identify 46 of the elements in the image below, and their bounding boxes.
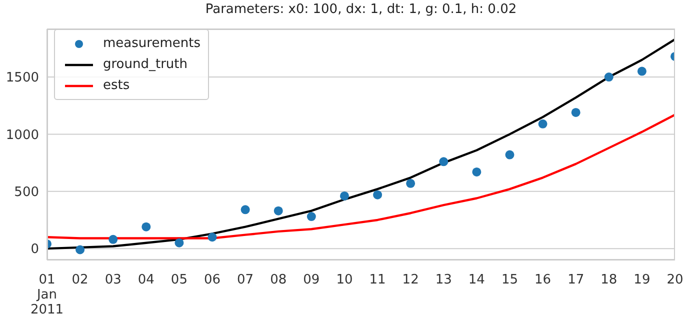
- point: [637, 66, 646, 76]
- x-tick-label: 16: [534, 272, 552, 288]
- y-tick-label: 1500: [6, 70, 39, 86]
- x-tick-label: 18: [600, 272, 618, 288]
- y-tick-label: 1000: [6, 128, 39, 143]
- point: [472, 167, 482, 176]
- point: [406, 178, 416, 188]
- x-tick-label: 14: [468, 272, 485, 288]
- x-tick-label: 03: [104, 272, 122, 288]
- x-tick-label: 17: [568, 272, 584, 288]
- x-tick-label: 13: [435, 272, 452, 288]
- x-tick-label: 07: [237, 272, 254, 288]
- point: [604, 72, 614, 82]
- point: [108, 234, 118, 244]
- point: [142, 222, 151, 232]
- y-tick-label: 500: [14, 185, 39, 200]
- legend-label: ests: [103, 78, 130, 93]
- x-tick-label: 19: [634, 272, 650, 288]
- x-tick-label: 08: [270, 272, 287, 288]
- point: [373, 190, 382, 200]
- point: [571, 108, 580, 117]
- x-tick-label: 15: [501, 272, 518, 288]
- x-tick-label: 04: [138, 272, 154, 288]
- legend-label: measurements: [103, 36, 200, 51]
- x-tick-label: 01 Jan 2011: [30, 272, 64, 318]
- x-tick-label: 12: [402, 272, 419, 288]
- point: [306, 212, 316, 222]
- point: [240, 205, 250, 214]
- point: [208, 232, 217, 242]
- point: [340, 191, 349, 200]
- x-tick-label: 10: [336, 272, 353, 288]
- point: [274, 206, 283, 216]
- x-tick-label: 11: [369, 272, 386, 288]
- point: [76, 245, 85, 254]
- x-tick-label: 06: [204, 272, 221, 288]
- legend-label: ground_truth: [103, 57, 188, 72]
- point: [505, 150, 514, 160]
- x-tick-label: 20: [666, 272, 684, 288]
- chart-title: Parameters: x0: 100, dx: 1, dt: 1, g: 0.1, h: 0.02: [204, 2, 518, 17]
- x-tick-label: 02: [72, 272, 88, 288]
- point: [439, 157, 448, 166]
- y-tick-label: 0: [30, 242, 39, 258]
- point: [538, 119, 548, 128]
- point: [174, 238, 184, 248]
- x-tick-label: 09: [303, 272, 320, 288]
- x-tick-label: 05: [170, 272, 188, 288]
